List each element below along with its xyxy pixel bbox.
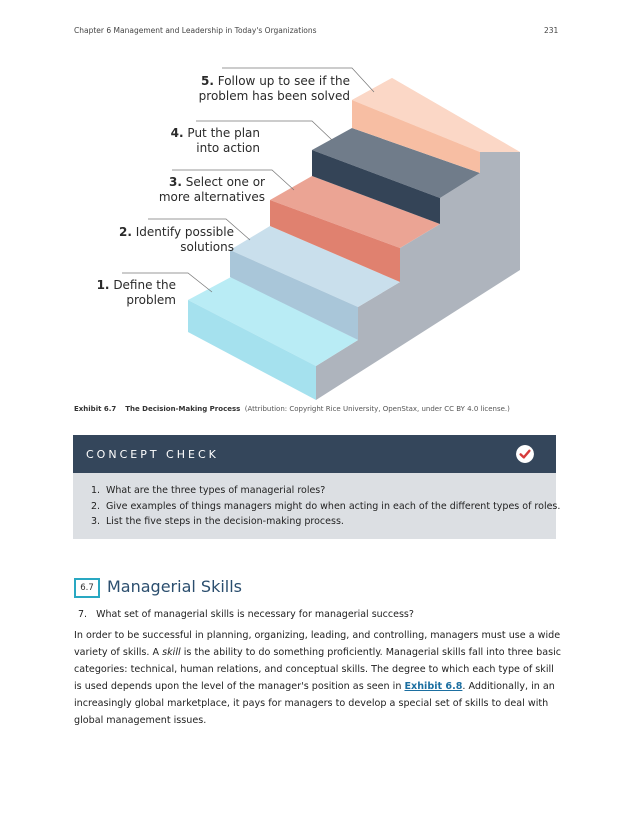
step-4-top bbox=[312, 128, 480, 198]
running-header: Chapter 6 Management and Leadership in T… bbox=[74, 26, 317, 35]
step-1-label: 1. Define the problem bbox=[96, 278, 176, 307]
step-5-label: 5. Follow up to see if the problem has be… bbox=[198, 74, 350, 103]
leader-line-5 bbox=[222, 67, 375, 93]
stairs-side-wall bbox=[316, 152, 520, 400]
caption-attribution: (Attribution: Copyright Rice University,… bbox=[244, 405, 510, 413]
concept-check-box: CONCEPT CHECK 1. What are the three types… bbox=[73, 435, 560, 539]
leader-line-3 bbox=[172, 169, 295, 191]
concept-check-header: CONCEPT CHECK bbox=[73, 435, 556, 473]
step-5-front bbox=[352, 100, 480, 173]
caption-label: Exhibit 6.7 bbox=[74, 405, 117, 413]
step-1-front bbox=[188, 300, 316, 400]
step-3-label: 3. Select one or more alternatives bbox=[158, 175, 265, 204]
checkmark-icon bbox=[516, 445, 534, 463]
learning-objective: 7. What set of managerial skills is nece… bbox=[78, 609, 414, 620]
section-title: Managerial Skills bbox=[107, 577, 243, 596]
step-4-front bbox=[312, 150, 440, 224]
concept-check-list: 1. What are the three types of managerial… bbox=[91, 483, 560, 530]
list-item: 1. What are the three types of managerial… bbox=[91, 485, 326, 496]
caption-title: The Decision-Making Process bbox=[125, 405, 241, 413]
leader-line-4 bbox=[196, 120, 333, 141]
leader-line-1 bbox=[122, 272, 213, 293]
step-3-front bbox=[270, 200, 400, 282]
step-2-front bbox=[230, 250, 358, 340]
decision-stairs-figure bbox=[122, 67, 520, 400]
list-item: 3. List the five steps in the decision-ma… bbox=[91, 516, 344, 527]
exhibit-6-8-link[interactable]: Exhibit 6.8 bbox=[404, 681, 463, 692]
step-2-label: 2. Identify possible solutions bbox=[119, 225, 234, 254]
step-1-top bbox=[188, 277, 358, 366]
step-4-label: 4. Put the plan into action bbox=[170, 126, 260, 155]
step-2-top bbox=[230, 226, 400, 307]
body-paragraph: In order to be successful in planning, o… bbox=[74, 630, 562, 726]
figure-caption: Exhibit 6.7 The Decision-Making Process … bbox=[74, 405, 510, 413]
step-3-top bbox=[270, 176, 440, 248]
page-number: 231 bbox=[544, 26, 559, 35]
list-item: 2. Give examples of things managers might… bbox=[91, 500, 561, 512]
section-number-badge: 6.7 bbox=[74, 578, 100, 598]
step-5-cap bbox=[352, 78, 520, 152]
concept-check-title: CONCEPT CHECK bbox=[86, 448, 219, 461]
leader-line-2 bbox=[148, 218, 251, 241]
